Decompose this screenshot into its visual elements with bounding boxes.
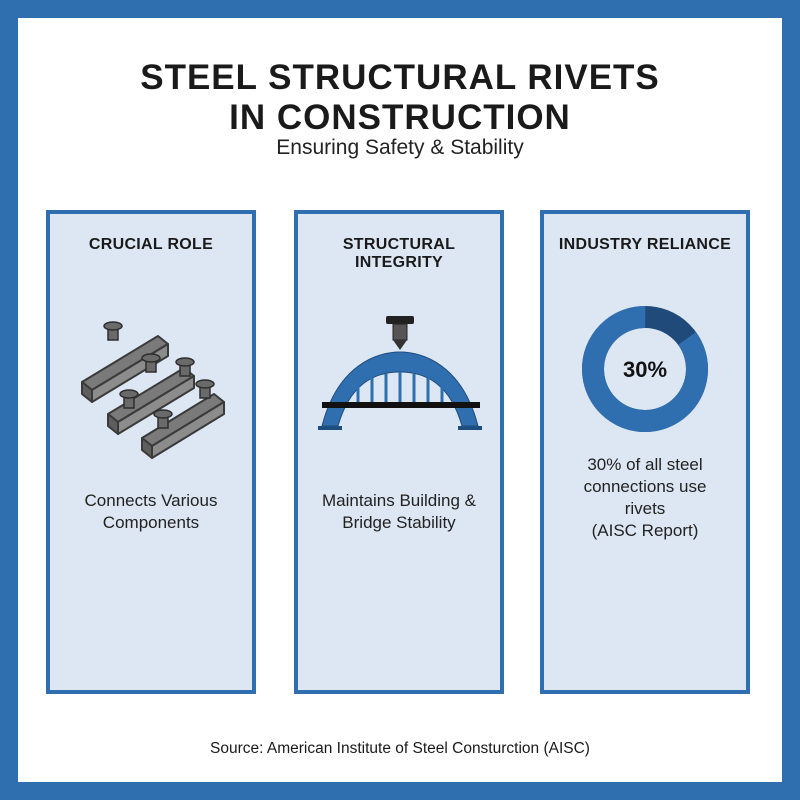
panel-description: 30% of all steel connections use rivets … — [554, 454, 736, 542]
panel-structural-integrity: STRUCTURAL INTEGRITY Main — [294, 210, 504, 694]
desc-line: rivets — [624, 499, 666, 518]
panel-industry-reliance: INDUSTRY RELIANCE 30% 30% of all steel c… — [540, 210, 750, 694]
desc-line: Bridge Stability — [342, 513, 456, 532]
desc-line: 30% of all steel — [587, 455, 703, 474]
infographic-frame: STEEL STRUCTURAL RIVETS IN CONSTRUCTION … — [18, 18, 782, 782]
desc-line: Components — [102, 513, 200, 532]
donut-label: 30% — [623, 357, 667, 382]
panel-description: Connects Various Components — [60, 490, 242, 534]
title-line-1: STEEL STRUCTURAL RIVETS — [140, 58, 660, 97]
panel-title: STRUCTURAL INTEGRITY — [342, 236, 456, 271]
page-subtitle: Ensuring Safety & Stability — [276, 136, 524, 159]
donut-chart: 30% — [582, 306, 708, 432]
desc-line: connections use — [583, 477, 707, 496]
desc-line: Maintains Building & — [321, 491, 477, 510]
donut-main-segment — [582, 306, 708, 432]
desc-line: Connects Various — [84, 491, 218, 510]
panel-title: INDUSTRY RELIANCE — [558, 236, 732, 253]
panel-description: Maintains Building & Bridge Stability — [308, 490, 490, 534]
desc-line: (AISC Report) — [591, 521, 699, 540]
panel-crucial-role: CRUCIAL ROLE — [46, 210, 256, 694]
source-citation: Source: American Institute of Steel Cons… — [210, 740, 590, 757]
riveted-beams-icon — [81, 321, 225, 459]
title-line-2: IN CONSTRUCTION — [229, 98, 571, 137]
panel-title: CRUCIAL ROLE — [88, 236, 214, 253]
page-title: STEEL STRUCTURAL RIVETS IN CONSTRUCTION — [18, 58, 782, 138]
arch-bridge-rivet-icon — [318, 316, 482, 430]
